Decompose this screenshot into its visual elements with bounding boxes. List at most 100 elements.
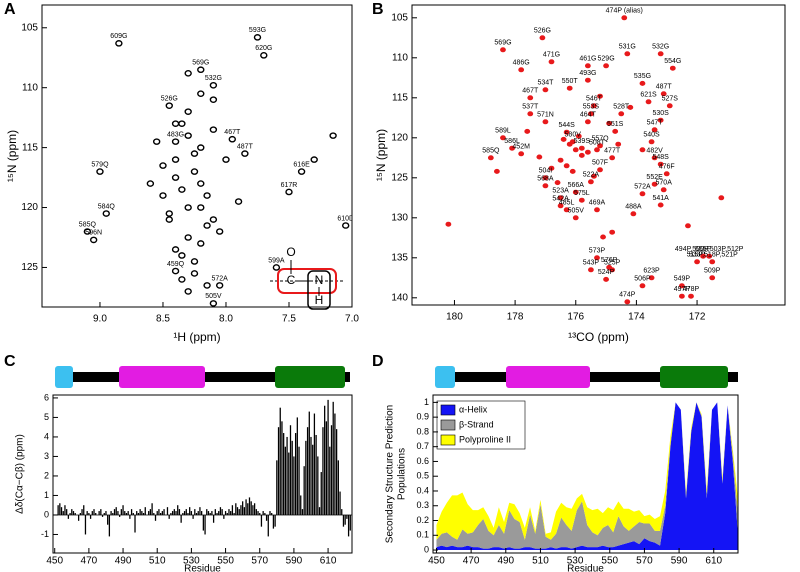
black-box xyxy=(307,270,331,310)
peak xyxy=(542,183,549,189)
peak xyxy=(651,127,658,133)
peak xyxy=(171,156,180,163)
bar xyxy=(166,507,169,515)
peak xyxy=(203,282,211,289)
peak-label: 506P xyxy=(634,276,651,283)
peak-label: 609G xyxy=(110,33,127,40)
bar xyxy=(163,509,165,515)
bar xyxy=(74,513,76,515)
bar xyxy=(98,511,100,515)
peak-label: 579Q xyxy=(91,161,109,168)
plot-area: 474P (alias) 526G 569G 471G 461G 531G 529G 532G… xyxy=(445,8,744,305)
peak xyxy=(651,155,658,161)
peak-label: 509P xyxy=(704,268,721,275)
x-tick-label: 470 xyxy=(463,556,480,567)
peak-label: 585Q xyxy=(482,148,500,155)
bar xyxy=(286,436,288,515)
bar xyxy=(105,511,107,515)
bar xyxy=(127,511,129,515)
peak-label: 478P xyxy=(683,286,700,293)
peak-label: 471G xyxy=(543,52,560,59)
peak-label: 530S xyxy=(652,110,669,117)
bar xyxy=(276,460,278,515)
bar xyxy=(315,434,317,515)
peak xyxy=(630,211,637,217)
peak-label: 527S xyxy=(662,96,679,103)
peak xyxy=(178,276,186,283)
peak xyxy=(178,120,186,127)
x-tick-label: 172 xyxy=(689,312,706,323)
peak xyxy=(660,187,667,193)
peak xyxy=(685,223,691,229)
peak-label: 523A xyxy=(552,188,569,195)
peak-label: 548S xyxy=(652,154,669,161)
peak-label: 532G xyxy=(205,75,222,82)
x-tick-label: 450 xyxy=(428,556,445,567)
bar xyxy=(195,513,198,515)
bar xyxy=(283,433,285,515)
bar xyxy=(267,514,269,537)
frame xyxy=(411,4,786,306)
x-tick-label: 470 xyxy=(81,556,98,567)
bar xyxy=(190,511,193,515)
bar xyxy=(59,503,61,515)
peak xyxy=(569,139,576,145)
peak xyxy=(615,141,622,147)
peak xyxy=(222,156,230,163)
peak xyxy=(228,135,236,143)
bar xyxy=(347,514,350,537)
peak xyxy=(209,96,218,103)
peak xyxy=(102,210,110,217)
peak-label: 575L xyxy=(574,190,590,197)
frame xyxy=(432,394,739,554)
peak-label: 540S xyxy=(643,132,660,139)
peak xyxy=(445,221,452,227)
x-tick-label: 7.5 xyxy=(282,314,296,325)
peak-label: 541A xyxy=(652,195,669,202)
bar xyxy=(161,511,163,515)
peak-label: 620G xyxy=(255,45,272,52)
bar xyxy=(154,514,157,521)
bar xyxy=(260,514,263,527)
peak xyxy=(718,195,725,201)
bar xyxy=(335,429,338,515)
bar xyxy=(224,511,227,515)
peak xyxy=(548,165,555,171)
bar xyxy=(317,456,319,515)
bar xyxy=(221,509,223,515)
y-tick-label: 0.3 xyxy=(416,500,429,510)
peak xyxy=(215,228,224,235)
bar xyxy=(306,427,309,515)
peak xyxy=(709,275,716,281)
peak-label: 464T xyxy=(580,112,597,119)
peak-label: 585Q xyxy=(79,221,97,228)
peak xyxy=(171,267,180,275)
domain-box xyxy=(275,366,345,388)
bar xyxy=(238,509,240,515)
peak xyxy=(190,270,199,277)
bar xyxy=(265,514,268,521)
peak xyxy=(618,111,625,117)
domain-box xyxy=(660,366,728,388)
bar xyxy=(83,505,85,515)
peak xyxy=(612,128,619,134)
bar xyxy=(303,466,305,515)
peak xyxy=(688,293,694,299)
bar xyxy=(325,421,328,515)
bar xyxy=(277,427,280,515)
peak xyxy=(178,252,186,259)
peak-label: 469A xyxy=(589,200,606,207)
bar xyxy=(93,509,95,515)
bar xyxy=(124,511,126,515)
peak-label: 617R xyxy=(281,182,298,189)
bar xyxy=(88,513,90,515)
peak xyxy=(584,119,591,125)
peak xyxy=(165,216,173,223)
bar xyxy=(320,472,322,515)
bar xyxy=(66,509,68,515)
bar xyxy=(207,511,210,515)
atom: H xyxy=(315,293,324,307)
peak xyxy=(578,145,585,151)
bar xyxy=(79,513,81,515)
x-tick-label: 9.0 xyxy=(93,314,107,325)
